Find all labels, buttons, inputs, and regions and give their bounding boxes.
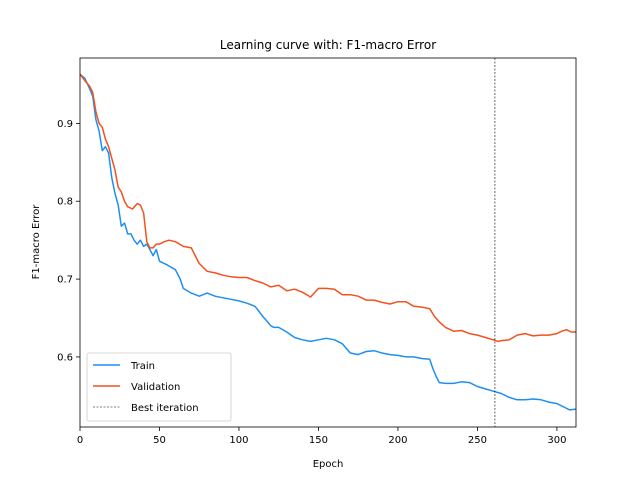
x-tick-label: 250 [468, 435, 487, 446]
y-axis-label: F1-macro Error [31, 204, 42, 280]
y-tick-label: 0.9 [57, 119, 73, 130]
legend-label-validation: Validation [131, 382, 180, 393]
legend: Train Validation Best iteration [86, 352, 232, 422]
y-tick-label: 0.8 [57, 197, 73, 208]
x-tick-label: 200 [388, 435, 407, 446]
x-tick-label: 150 [309, 435, 328, 446]
legend-label-best-iteration: Best iteration [131, 403, 199, 414]
y-axis: 0.6 0.7 0.8 0.9 [57, 119, 80, 363]
legend-box [86, 352, 232, 422]
y-tick-label: 0.6 [57, 352, 73, 363]
chart-title: Learning curve with: F1-macro Error [220, 38, 436, 52]
x-tick-label: 50 [153, 435, 166, 446]
y-tick-label: 0.7 [57, 275, 73, 286]
series-line-validation [79, 73, 576, 343]
x-tick-label: 0 [77, 435, 83, 446]
axes-frame [79, 57, 577, 428]
x-tick-label: 100 [229, 435, 248, 446]
plot-area [79, 58, 577, 427]
x-axis: 0 50 100 150 200 250 300 [77, 427, 566, 446]
x-tick-label: 300 [547, 435, 566, 446]
legend-label-train: Train [130, 361, 155, 372]
x-axis-label: Epoch [313, 459, 344, 470]
series-line-train [79, 73, 577, 411]
